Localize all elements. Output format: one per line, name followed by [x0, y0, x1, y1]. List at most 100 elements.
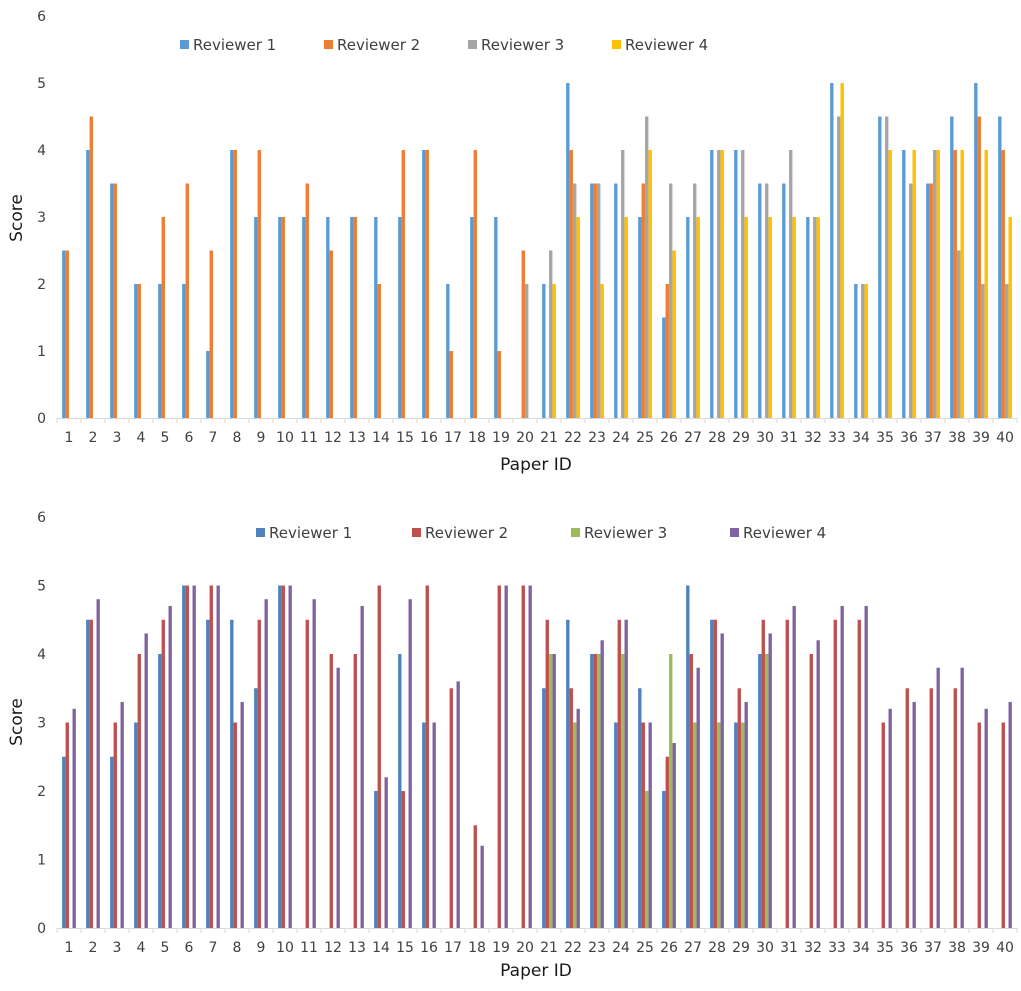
- top-x-tick-label: 20: [516, 430, 534, 446]
- bottom-bar-reviewer-4-paper-25: [648, 722, 652, 928]
- top-bar-reviewer-1-paper-36: [902, 150, 906, 418]
- top-bar-reviewer-1-paper-17: [446, 284, 450, 418]
- top-bar-reviewer-1-paper-39: [974, 83, 978, 418]
- top-bar-reviewer-4-paper-22: [576, 217, 580, 418]
- top-bar-reviewer-1-paper-1: [62, 250, 66, 418]
- bottom-bar-reviewer-3-paper-27: [693, 722, 697, 928]
- bottom-bar-reviewer-1-paper-23: [590, 654, 594, 928]
- bottom-bar-reviewer-4-paper-13: [360, 606, 364, 928]
- top-y-axis-title: Score: [7, 194, 27, 242]
- top-bar-reviewer-1-paper-31: [782, 183, 786, 418]
- bottom-x-tick-label: 15: [396, 940, 414, 956]
- top-bar-reviewer-3-paper-34: [861, 284, 865, 418]
- top-bar-reviewer-1-paper-7: [206, 351, 210, 418]
- top-x-tick-label: 40: [996, 430, 1014, 446]
- top-bar-reviewer-2-paper-26: [665, 284, 669, 418]
- top-bar-reviewer-2-paper-12: [329, 250, 333, 418]
- bottom-x-tick-label: 19: [492, 940, 510, 956]
- bottom-bar-reviewer-2-paper-32: [809, 654, 813, 928]
- top-legend-swatch-3: [468, 40, 477, 49]
- bottom-bar-reviewer-4-paper-27: [696, 667, 700, 928]
- bottom-y-tick-label: 1: [37, 853, 46, 869]
- bottom-bar-reviewer-2-paper-30: [761, 619, 765, 928]
- top-bar-reviewer-1-paper-6: [182, 284, 186, 418]
- bottom-x-tick-label: 22: [564, 940, 582, 956]
- top-x-tick-label: 6: [185, 430, 194, 446]
- top-x-tick-label: 11: [300, 430, 318, 446]
- top-bar-reviewer-4-paper-32: [816, 217, 820, 418]
- bottom-bar-reviewer-2-paper-34: [857, 619, 861, 928]
- top-y-tick-label: 5: [37, 76, 46, 92]
- bottom-bar-reviewer-4-paper-40: [1008, 701, 1012, 928]
- bottom-bar-reviewer-2-paper-10: [281, 585, 285, 928]
- bottom-x-tick-label: 24: [612, 940, 630, 956]
- bottom-bar-reviewer-2-paper-15: [401, 791, 405, 928]
- bottom-legend-swatch-3: [571, 528, 580, 537]
- top-x-tick-label: 12: [324, 430, 342, 446]
- top-x-tick-label: 38: [948, 430, 966, 446]
- bottom-bar-reviewer-1-paper-24: [614, 722, 618, 928]
- top-bar-reviewer-2-paper-3: [113, 183, 117, 418]
- top-bar-reviewer-3-paper-25: [645, 116, 649, 418]
- bottom-bar-reviewer-2-paper-14: [377, 585, 381, 928]
- top-bar-reviewer-4-paper-35: [888, 150, 892, 418]
- top-bar-reviewer-4-paper-31: [792, 217, 796, 418]
- top-bar-reviewer-2-paper-15: [401, 150, 405, 418]
- bottom-bar-reviewer-4-paper-34: [864, 606, 868, 928]
- bottom-bar-reviewer-3-paper-23: [597, 654, 601, 928]
- top-bar-reviewer-1-paper-37: [926, 183, 930, 418]
- top-bar-reviewer-1-paper-5: [158, 284, 162, 418]
- top-x-tick-label: 14: [372, 430, 390, 446]
- bottom-bar-reviewer-2-paper-17: [449, 688, 453, 928]
- top-bar-reviewer-1-paper-38: [950, 116, 954, 418]
- bottom-y-tick-label: 4: [37, 647, 46, 663]
- bottom-y-tick-label: 2: [37, 784, 46, 800]
- bottom-x-tick-label: 38: [948, 940, 966, 956]
- top-bar-reviewer-2-paper-40: [1001, 150, 1005, 418]
- bottom-bar-reviewer-3-paper-24: [621, 654, 625, 928]
- bottom-legend-swatch-1: [256, 528, 265, 537]
- top-bar-reviewer-4-paper-28: [720, 150, 724, 418]
- top-bar-reviewer-3-paper-23: [597, 183, 601, 418]
- bottom-bar-reviewer-4-paper-2: [96, 599, 100, 928]
- top-x-tick-label: 32: [804, 430, 822, 446]
- bottom-bar-reviewer-4-paper-14: [384, 777, 388, 928]
- top-bar-reviewer-1-paper-29: [734, 150, 738, 418]
- top-x-tick-label: 34: [852, 430, 870, 446]
- bottom-legend-label-1: Reviewer 1: [269, 524, 352, 542]
- top-bar-reviewer-3-paper-29: [741, 150, 745, 418]
- bottom-bar-reviewer-4-paper-39: [984, 708, 988, 928]
- bottom-bar-reviewer-4-paper-33: [840, 606, 844, 928]
- top-bar-reviewer-3-paper-21: [549, 250, 553, 418]
- bottom-x-tick-label: 37: [924, 940, 942, 956]
- top-bar-reviewer-2-paper-5: [161, 217, 165, 418]
- top-x-tick-label: 2: [89, 430, 98, 446]
- bottom-bar-reviewer-2-paper-25: [641, 722, 645, 928]
- top-bar-reviewer-2-paper-8: [233, 150, 237, 418]
- top-bar-reviewer-1-paper-23: [590, 183, 594, 418]
- bottom-bar-reviewer-2-paper-33: [833, 619, 837, 928]
- top-x-tick-label: 29: [732, 430, 750, 446]
- bottom-bar-reviewer-1-paper-14: [374, 791, 378, 928]
- bottom-bar-reviewer-4-paper-15: [408, 599, 412, 928]
- bottom-bar-reviewer-2-paper-18: [473, 825, 477, 928]
- bottom-bar-reviewer-1-paper-6: [182, 585, 186, 928]
- top-y-tick-label: 2: [37, 277, 46, 293]
- top-bar-reviewer-1-paper-2: [86, 150, 90, 418]
- bottom-bar-reviewer-2-paper-20: [521, 585, 525, 928]
- top-bar-reviewer-4-paper-25: [648, 150, 652, 418]
- bottom-bar-reviewer-4-paper-32: [816, 640, 820, 928]
- bottom-bar-reviewer-4-paper-36: [912, 701, 916, 928]
- bottom-bar-reviewer-4-paper-28: [720, 633, 724, 928]
- bottom-bar-reviewer-2-paper-39: [977, 722, 981, 928]
- bottom-x-tick-label: 16: [420, 940, 438, 956]
- top-x-axis-title: Paper ID: [500, 455, 572, 475]
- top-x-tick-label: 33: [828, 430, 846, 446]
- top-bar-reviewer-3-paper-20: [525, 284, 529, 418]
- bottom-x-tick-label: 26: [660, 940, 678, 956]
- top-bar-reviewer-4-paper-21: [552, 284, 556, 418]
- top-x-tick-label: 23: [588, 430, 606, 446]
- bottom-bar-reviewer-2-paper-2: [89, 619, 93, 928]
- bottom-bar-reviewer-2-paper-5: [161, 619, 165, 928]
- bottom-bar-reviewer-2-paper-27: [689, 654, 693, 928]
